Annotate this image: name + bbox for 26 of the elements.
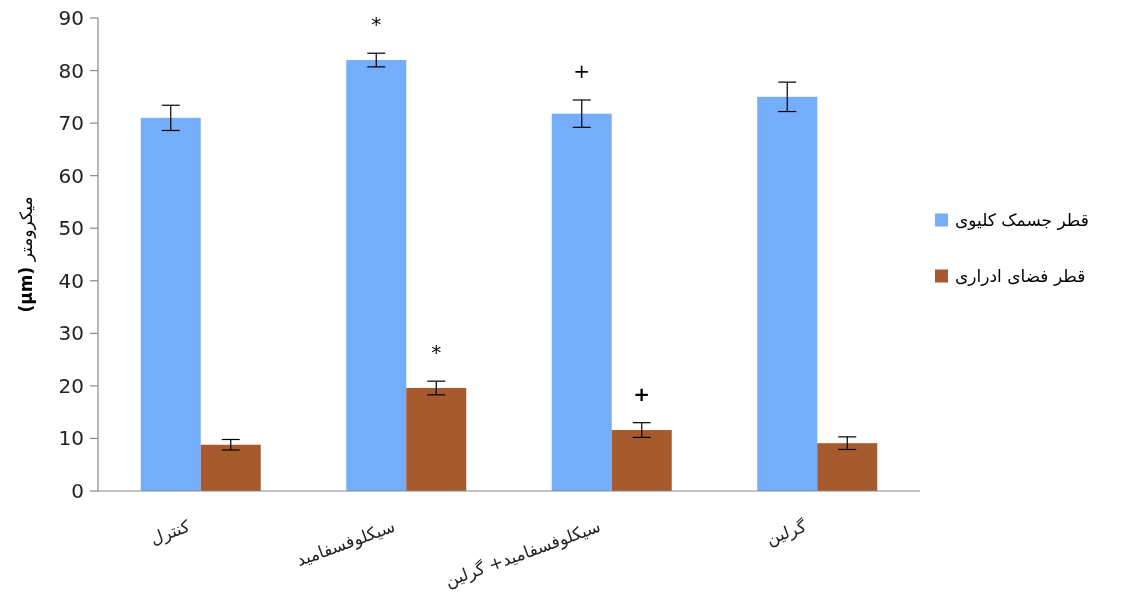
data-label: * — [431, 340, 442, 365]
bar — [757, 96, 818, 491]
data-label: * — [371, 12, 382, 37]
y-tick-label: 80 — [58, 58, 84, 83]
y-tick-label: 30 — [58, 321, 84, 346]
y-tick-label: 90 — [58, 6, 84, 30]
y-tick-label: 70 — [58, 111, 84, 136]
bar — [551, 113, 612, 491]
y-tick-label: 10 — [58, 426, 84, 451]
x-tick-label: کنترل — [147, 515, 193, 549]
bar — [406, 387, 467, 491]
bar — [140, 117, 201, 491]
data-label: + — [573, 58, 591, 83]
y-tick-label: 60 — [58, 163, 84, 188]
x-tick-label: سیکلوفسفامید+ گرلین — [442, 515, 604, 591]
data-label: + — [633, 381, 651, 406]
bar — [611, 430, 672, 491]
y-tick-label: 40 — [58, 268, 84, 293]
bar — [200, 444, 261, 491]
y-tick-label: 20 — [58, 373, 84, 398]
x-tick-label: سیکلوفسفامید — [293, 515, 398, 571]
x-tick-label: گرلین — [763, 515, 810, 549]
bar — [346, 60, 407, 491]
bar — [817, 443, 878, 491]
y-tick-label: 0 — [71, 479, 84, 503]
y-tick-label: 50 — [58, 216, 84, 241]
